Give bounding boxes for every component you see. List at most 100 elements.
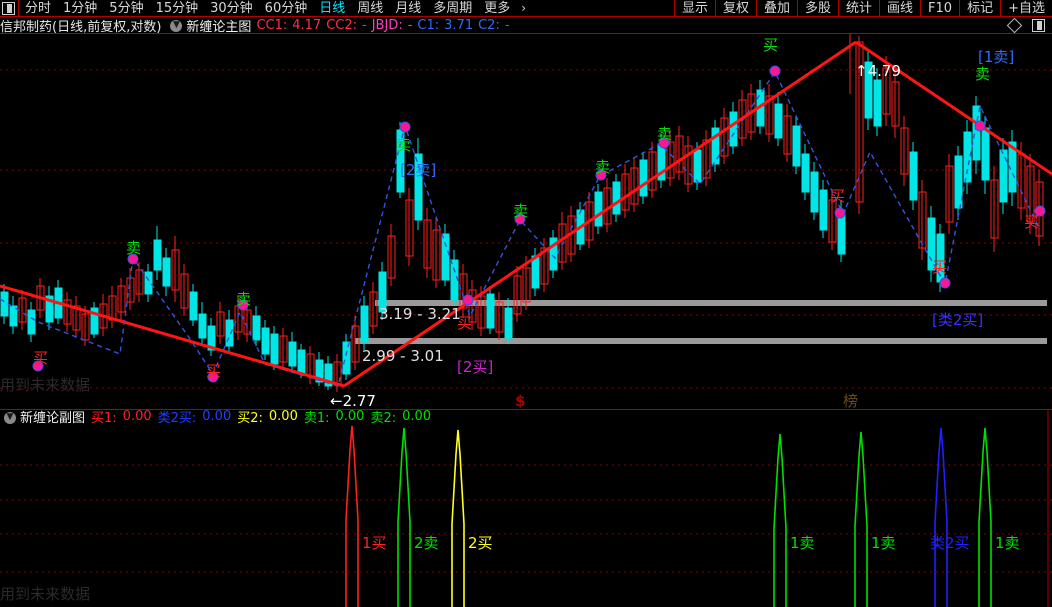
sub-value-like2buy: 0.00 <box>202 409 232 424</box>
signal-sell-3: 卖 <box>396 136 411 154</box>
button-add-watchlist[interactable]: +自选 <box>1008 0 1045 16</box>
zone-bands <box>355 300 1047 344</box>
spike-like2buy <box>934 427 948 607</box>
value-cc1-label: CC1: <box>256 17 288 33</box>
info-row-icons <box>1006 17 1052 33</box>
diamond-icon[interactable] <box>1006 17 1023 33</box>
main-price-chart[interactable]: 用到未来数据 <box>0 34 1052 408</box>
value-c1-label: C1: <box>417 17 440 33</box>
sub-value-buy1-label: 买1: <box>91 411 117 426</box>
sub-label-like2buy: 类2买 <box>930 534 970 552</box>
signal-buy-6: 买 <box>1024 213 1039 231</box>
period-fenshi[interactable]: 分时 <box>25 0 52 16</box>
divider <box>673 0 675 17</box>
value-jbjd: - <box>407 17 413 33</box>
signal-sell-7: 买 <box>763 36 778 54</box>
signal-sell-5: 卖 <box>595 158 610 176</box>
period-60min[interactable]: 60分钟 <box>264 0 308 16</box>
signal-buy-5: 买 <box>932 258 947 276</box>
divider <box>1000 0 1002 17</box>
zone-label-lower: 2.99 - 3.01 <box>362 347 444 365</box>
value-cc1: 4.17 <box>292 17 322 33</box>
sub-value-sell2-label: 卖2: <box>370 411 397 426</box>
watermark-rank: 榜 <box>843 392 858 408</box>
period-5min[interactable]: 5分钟 <box>109 0 144 16</box>
main-indicator-name[interactable]: 新缠论主图 <box>186 19 252 35</box>
signal-buy-1: 买 <box>33 349 48 367</box>
chevron-down-icon[interactable]: ▼ <box>170 20 183 32</box>
sub-value-sell1: 0.00 <box>335 409 365 424</box>
value-c2-label: C2: <box>478 17 500 33</box>
sub-value-buy1: 0.00 <box>122 409 152 424</box>
sub-indicator-name[interactable]: 新缠论副图 <box>20 411 86 426</box>
period-more[interactable]: 更多 <box>484 0 511 16</box>
sub-label-2sell: 2卖 <box>414 534 439 552</box>
button-f10[interactable]: F10 <box>928 0 953 16</box>
button-multistock[interactable]: 多股 <box>805 0 832 16</box>
signal-sell-4: 卖 <box>513 202 528 220</box>
signal-sell-2: 卖 <box>236 290 251 308</box>
signal-sell-6: 卖 <box>657 125 672 143</box>
period-weekly[interactable]: 周线 <box>357 0 384 16</box>
price-label-high: ↑4.79 <box>855 62 901 80</box>
sub-label-1sell-a: 1卖 <box>790 534 815 552</box>
zone-band-lower <box>355 338 1047 344</box>
spike-1buy <box>345 425 359 607</box>
period-1min[interactable]: 1分钟 <box>63 0 98 16</box>
candlestick-series <box>0 34 1044 392</box>
signal-tag-2buy: [2买] <box>457 358 493 376</box>
zone-band-upper <box>375 300 1047 306</box>
button-overlay[interactable]: 叠加 <box>763 0 790 16</box>
value-c2: - <box>504 17 510 33</box>
button-mark[interactable]: 标记 <box>967 0 994 16</box>
divider <box>18 0 19 17</box>
chevron-right-icon[interactable]: › <box>521 0 527 15</box>
pivot-markers <box>32 65 1046 383</box>
period-daily[interactable]: 日线 <box>319 0 346 16</box>
divider <box>959 0 961 17</box>
zone-label-upper: 3.19 - 3.21 <box>379 305 461 323</box>
divider <box>714 0 716 17</box>
watermark-future-data-bottom: 用到未来数据 <box>0 585 90 603</box>
signal-buy-4: 买 <box>830 187 845 205</box>
period-monthly[interactable]: 月线 <box>395 0 422 16</box>
button-display[interactable]: 显示 <box>681 0 708 16</box>
spike-1sell-b <box>854 431 868 607</box>
button-adjust[interactable]: 复权 <box>722 0 749 16</box>
sub-label-2buy: 2买 <box>468 534 493 552</box>
stock-title: 信邦制药(日线,前复权,对数) <box>0 19 162 35</box>
watermark-dollar: $ <box>515 392 525 408</box>
sub-label-1sell-c: 1卖 <box>995 534 1020 552</box>
period-toolbar[interactable]: 分时 1分钟 5分钟 15分钟 30分钟 60分钟 日线 周线 月线 多周期 更… <box>0 0 1052 17</box>
chevron-down-icon[interactable]: ▼ <box>4 411 16 424</box>
sub-label-1buy: 1买 <box>362 534 387 552</box>
sub-value-sell2: 0.00 <box>402 409 432 424</box>
divider <box>838 0 840 17</box>
signal-tag-like2buy: [类2买] <box>932 311 983 329</box>
value-cc2: - <box>362 17 367 33</box>
spike-2buy <box>451 429 465 607</box>
period-multi[interactable]: 多周期 <box>433 0 473 16</box>
divider <box>920 0 922 17</box>
sub-indicator-header: ▼ 新缠论副图 买1: 0.00 类2买: 0.00 买2: 0.00 卖1: … <box>0 408 1052 426</box>
value-c1: 3.71 <box>444 17 474 33</box>
sub-indicator-chart[interactable]: 1买 2卖 2买 1卖 1卖 类2买 1卖 用到未来数据 <box>0 409 1052 607</box>
period-15min[interactable]: 15分钟 <box>155 0 199 16</box>
signal-buy-3: 买 <box>457 314 472 332</box>
period-toolbar-right: 显示 复权 叠加 多股 统计 画线 F10 标记 +自选 <box>673 0 1052 17</box>
signal-sell-8: 卖 <box>975 65 990 83</box>
panel-icon[interactable] <box>1032 18 1045 32</box>
button-drawline[interactable]: 画线 <box>887 0 914 16</box>
divider <box>797 0 798 17</box>
panel-icon[interactable] <box>2 1 15 15</box>
price-label-low: ←2.77 <box>330 392 376 408</box>
period-30min[interactable]: 30分钟 <box>210 0 253 16</box>
spike-1sell-a <box>773 433 787 607</box>
signal-tag-2sell: [2卖] <box>400 161 436 179</box>
period-toolbar-left: 分时 1分钟 5分钟 15分钟 30分钟 60分钟 日线 周线 月线 多周期 更… <box>0 0 531 17</box>
trend-lines <box>0 40 1052 388</box>
sub-signal-spikes <box>345 425 992 607</box>
sub-gridlines <box>0 464 1052 573</box>
button-statistics[interactable]: 统计 <box>846 0 873 16</box>
value-cc2-label: CC2: <box>326 17 358 33</box>
